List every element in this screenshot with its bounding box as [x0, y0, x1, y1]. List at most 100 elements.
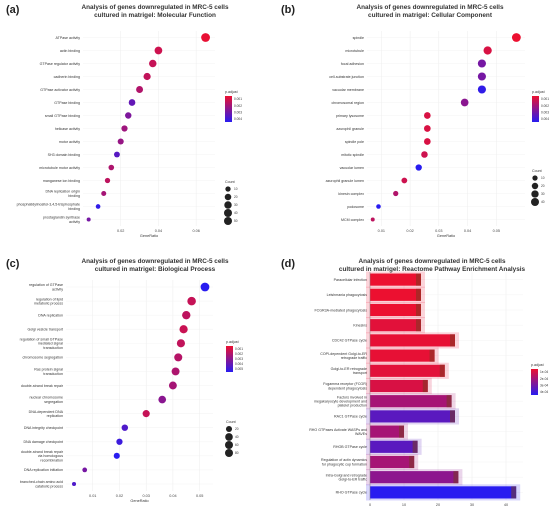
x-tick-label: 0.02 — [116, 494, 123, 498]
data-point — [460, 98, 469, 107]
bar — [370, 486, 517, 499]
size-legend-label: 20 — [541, 184, 545, 188]
data-point — [376, 204, 381, 209]
data-point — [477, 72, 486, 81]
category-label: DNA replication initiation — [24, 468, 63, 472]
bar-end-cap — [429, 349, 435, 362]
data-point — [179, 325, 188, 334]
size-legend-dot — [225, 425, 233, 433]
size-legend-title: Count — [532, 169, 542, 173]
color-legend-title: p.adjust — [226, 340, 239, 344]
data-point — [171, 367, 180, 376]
data-point — [149, 59, 157, 68]
category-label: SH3 domain binding — [48, 153, 80, 157]
category-label: GTPase binding — [54, 101, 80, 105]
size-legend-label: 20 — [235, 427, 239, 431]
panel-letter: (d) — [281, 258, 296, 270]
bar-end-cap — [416, 303, 421, 317]
data-point — [415, 164, 422, 171]
category-label: GTPase regulator activity — [40, 62, 81, 66]
category-label: GTPase activator activity — [40, 88, 80, 92]
category-label: Kinesins — [353, 323, 367, 327]
color-legend-label: 0.005 — [235, 367, 243, 371]
data-point — [401, 177, 408, 184]
x-tick-label: 0.04 — [155, 229, 162, 233]
category-label: Fcgamma receptor (FCGR) dependent phagocy… — [323, 382, 367, 390]
category-label: primary lysosome — [336, 114, 364, 118]
dot-plot-molecular-function: 0.02 0.04 0.06 GeneRatio ATPase activity acti… — [17, 31, 242, 238]
size-legend-label: 30 — [234, 203, 238, 207]
category-label: DNA damage checkpoint — [23, 440, 63, 444]
size-legend-title: Count — [226, 420, 236, 424]
category-label: Golgi vesicle transport — [27, 327, 63, 331]
category-label: regulation of lipid metabolic process — [34, 297, 63, 305]
category-label: chromosomal region — [331, 101, 364, 105]
color-legend-bar — [226, 346, 233, 372]
color-legend-label: 3e-04 — [540, 384, 548, 388]
bar — [370, 455, 415, 469]
size-legend-label: 10 — [541, 176, 545, 180]
data-point — [114, 151, 120, 158]
data-point — [142, 410, 150, 418]
data-point — [477, 59, 486, 68]
data-point — [477, 85, 486, 94]
category-label: azurophil granule — [336, 127, 364, 131]
size-legend-dot — [224, 209, 232, 217]
x-tick-label: 0.01 — [89, 494, 96, 498]
size-legend-dot — [224, 193, 232, 201]
x-tick-label: 20 — [436, 503, 440, 507]
data-point — [201, 33, 210, 42]
bar-end-cap — [439, 364, 445, 377]
category-label: DNA replication — [38, 313, 63, 317]
data-point — [421, 151, 428, 158]
category-label: COPI-dependent Golgi-to-ER retrograde tra… — [320, 352, 367, 360]
data-point — [200, 282, 210, 292]
color-legend-bar — [225, 96, 232, 122]
size-legend-label: 80 — [235, 451, 239, 455]
color-legend-bar — [532, 96, 539, 122]
size-legend-label: 10 — [234, 187, 238, 191]
color-legend-bar — [531, 369, 538, 395]
category-label: helicase activity — [55, 127, 80, 131]
x-tick-label: 0.04 — [464, 229, 471, 233]
category-label: Ras protein signal transduction — [34, 368, 63, 376]
category-label: double-strand break repair — [21, 384, 64, 388]
category-label: double-strand break repair via homologous… — [21, 450, 64, 462]
category-label: ATPase activity — [56, 36, 81, 40]
bar — [370, 410, 455, 423]
dot-plot-biological-process: 0.01 0.02 0.03 0.04 0.05 GeneRatio regulation … — [20, 280, 243, 503]
data-point — [86, 217, 91, 222]
bar — [370, 273, 421, 286]
bar-end-cap — [511, 486, 517, 499]
category-label: cadherin binding — [54, 75, 80, 79]
category-label: podosome — [347, 205, 364, 209]
category-label: regulation of GTPase activity — [29, 283, 63, 291]
color-legend-label: 2e-04 — [540, 377, 548, 381]
x-tick-label: 0.01 — [378, 229, 385, 233]
size-legend-label: 60 — [235, 443, 239, 447]
bar-end-cap — [416, 319, 421, 332]
panel-a-molecular-function: (a) Analysis of genes downregulated in M… — [0, 0, 275, 252]
category-label: vacuolar membrane — [332, 88, 364, 92]
size-legend-label: 40 — [541, 200, 545, 204]
category-label: small GTPase binding — [45, 114, 80, 118]
category-label: Golgi-to-ER retrograde transport — [331, 367, 367, 375]
data-point — [187, 296, 196, 306]
size-legend-dot — [531, 182, 539, 190]
bar-end-cap — [422, 379, 428, 393]
color-legend-label: 0.001 — [235, 347, 243, 351]
x-tick-label: 0.04 — [169, 494, 176, 498]
data-point — [95, 204, 101, 209]
x-tick-label: 0 — [369, 503, 371, 507]
category-label: RAC1 GTPase cycle — [334, 415, 367, 419]
panel-d-reactome-pathway: (d) Analysis of genes downregulated in M… — [275, 254, 550, 509]
size-legend-title: Count — [225, 180, 235, 184]
category-label: motor activity — [59, 140, 80, 144]
x-axis-label: GeneRatio — [437, 234, 455, 238]
category-label: manganese ion binding — [43, 179, 80, 183]
x-tick-label: 0.03 — [142, 494, 149, 498]
x-tick-label: 30 — [470, 503, 474, 507]
data-point — [121, 125, 128, 132]
data-point — [182, 310, 191, 320]
category-label: regulation of small GTPase mediated signa… — [20, 337, 64, 349]
